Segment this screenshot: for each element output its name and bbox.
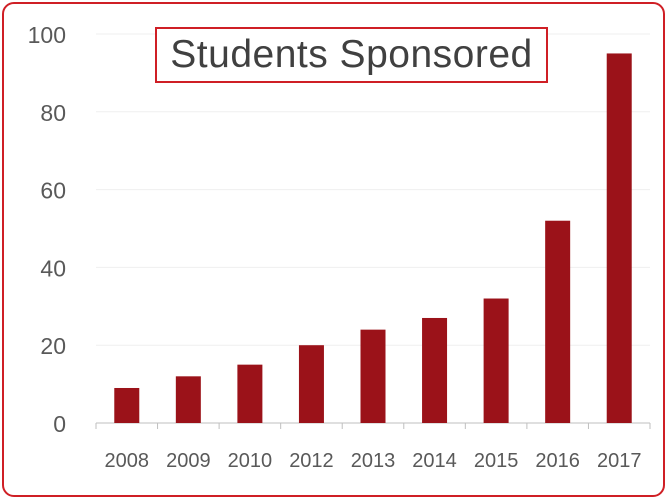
- bar-2012: [298, 345, 324, 423]
- x-tick-label: 2010: [228, 450, 273, 472]
- x-tick-label: 2013: [351, 450, 396, 472]
- y-tick-label: 100: [28, 22, 66, 48]
- bar-2014: [422, 317, 448, 423]
- y-tick-label: 60: [40, 178, 66, 204]
- chart-title: Students Sponsored: [170, 33, 533, 76]
- bar-2009: [175, 376, 201, 423]
- x-tick-label: 2014: [412, 450, 457, 472]
- x-tick-label: 2009: [166, 450, 211, 472]
- y-tick-label: 80: [40, 100, 66, 126]
- chart-title-box: Students Sponsored: [155, 27, 548, 83]
- bar-2016: [545, 220, 571, 423]
- bar-2013: [360, 329, 386, 423]
- y-tick-label: 0: [53, 411, 66, 437]
- y-tick-label: 40: [40, 255, 66, 281]
- x-tick-label: 2016: [535, 450, 580, 472]
- x-tick-label: 2012: [289, 450, 334, 472]
- bar-2015: [483, 298, 509, 423]
- bar-2008: [114, 387, 140, 423]
- y-tick-label: 20: [40, 333, 66, 359]
- bar-2017: [606, 53, 632, 423]
- bar-2010: [237, 364, 263, 423]
- x-tick-label: 2008: [105, 450, 150, 472]
- x-tick-label: 2017: [597, 450, 642, 472]
- x-tick-label: 2015: [474, 450, 519, 472]
